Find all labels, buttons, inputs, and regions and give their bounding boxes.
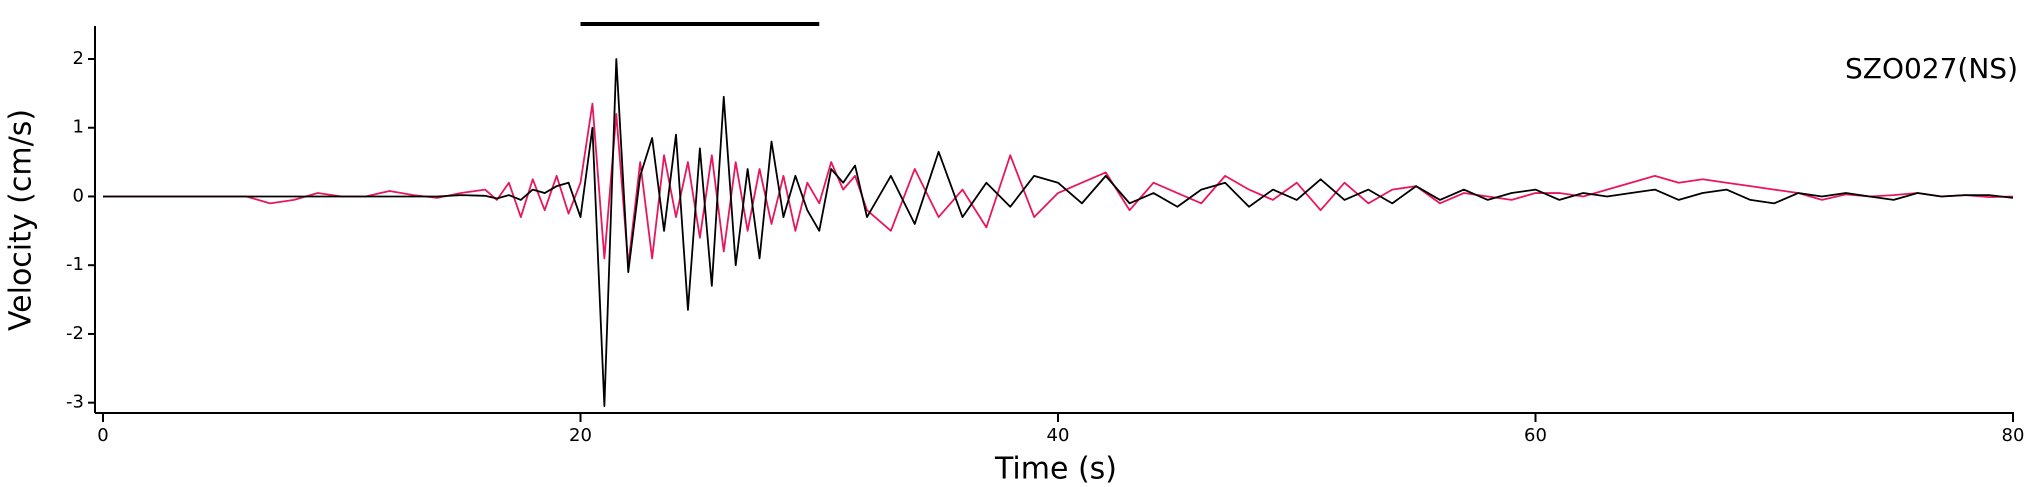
series-line <box>103 102 2014 267</box>
y-tick-label: -2 <box>66 323 84 344</box>
y-tick-label: 0 <box>73 185 84 206</box>
x-tick-label: 0 <box>97 425 108 446</box>
x-axis-title: Time (s) <box>994 452 1117 487</box>
y-axis-title: Velocity (cm/s) <box>4 109 39 331</box>
x-tick-label: 60 <box>1524 425 1547 446</box>
x-tick-label: 40 <box>1047 425 1070 446</box>
x-tick-label: 20 <box>569 425 592 446</box>
y-tick-label: -3 <box>66 392 84 413</box>
y-tick-label: 1 <box>73 117 84 138</box>
y-tick-label: -1 <box>66 254 84 275</box>
series-line <box>103 58 2014 408</box>
annotation: SZO027(NS) <box>1845 52 2018 85</box>
y-tick-label: 2 <box>73 48 84 69</box>
x-tick-label: 80 <box>2002 425 2025 446</box>
